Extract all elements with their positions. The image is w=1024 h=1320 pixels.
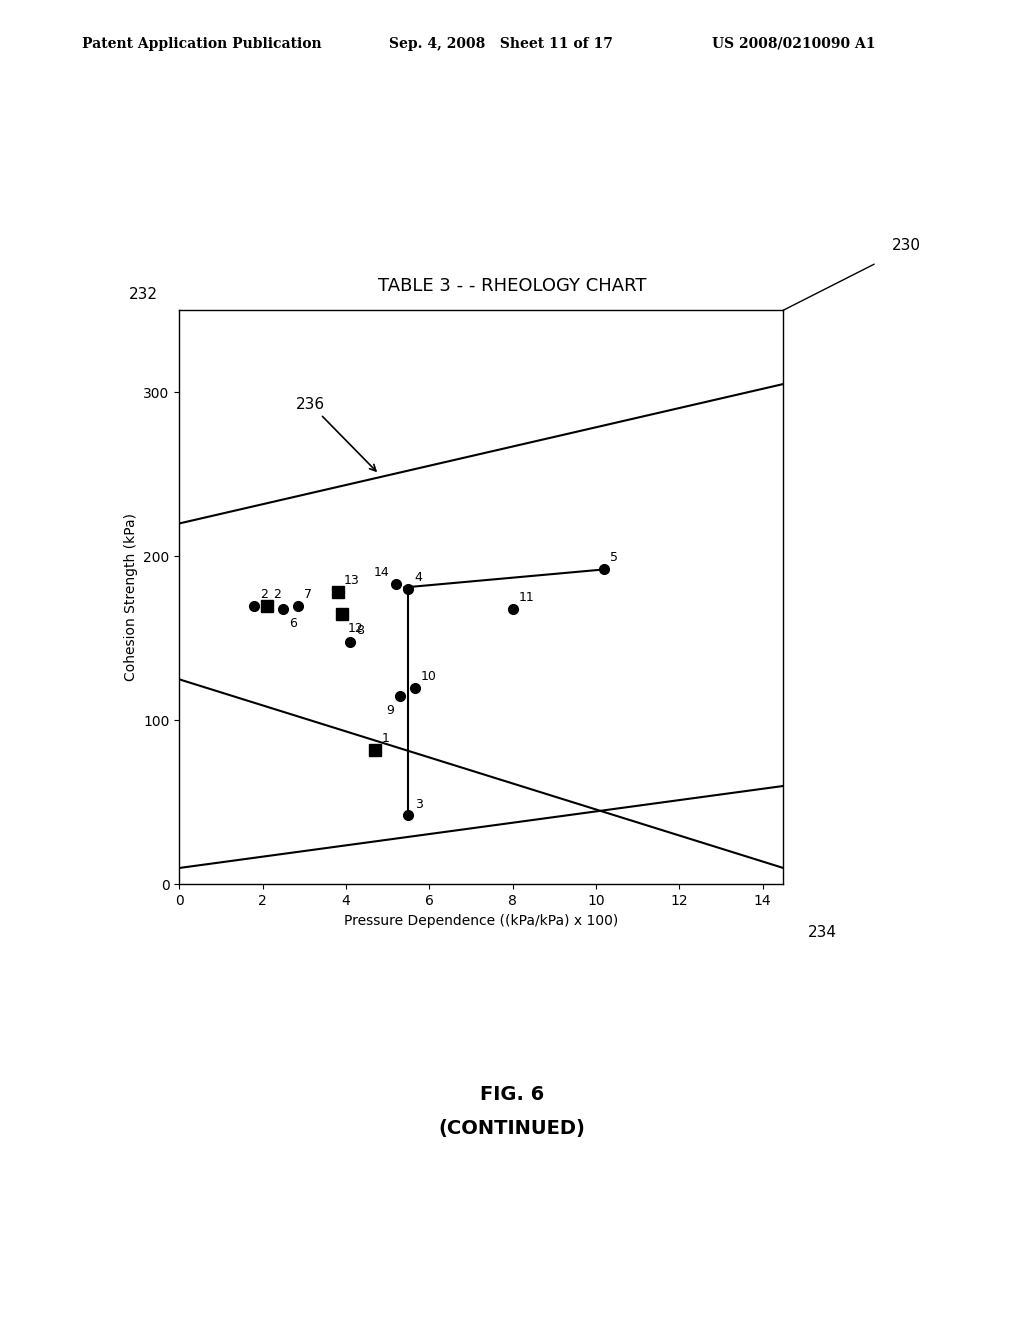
Text: 13: 13 xyxy=(344,574,359,587)
Text: US 2008/0210090 A1: US 2008/0210090 A1 xyxy=(712,37,876,51)
Text: 8: 8 xyxy=(356,623,365,636)
X-axis label: Pressure Dependence ((kPa/kPa) x 100): Pressure Dependence ((kPa/kPa) x 100) xyxy=(344,913,618,928)
Text: 4: 4 xyxy=(415,572,423,585)
Text: 2: 2 xyxy=(273,587,281,601)
Text: 2: 2 xyxy=(260,587,268,601)
Text: 11: 11 xyxy=(519,591,535,603)
Text: TABLE 3 - - RHEOLOGY CHART: TABLE 3 - - RHEOLOGY CHART xyxy=(378,277,646,296)
Text: 5: 5 xyxy=(610,552,618,565)
Text: 232: 232 xyxy=(129,286,159,302)
Text: 1: 1 xyxy=(381,733,389,744)
Text: 9: 9 xyxy=(386,704,394,717)
Text: Patent Application Publication: Patent Application Publication xyxy=(82,37,322,51)
Text: 3: 3 xyxy=(415,797,423,810)
Text: 236: 236 xyxy=(296,396,376,471)
Text: 10: 10 xyxy=(421,669,437,682)
Text: FIG. 6: FIG. 6 xyxy=(480,1085,544,1104)
Text: 7: 7 xyxy=(304,587,312,601)
Text: (CONTINUED): (CONTINUED) xyxy=(438,1119,586,1138)
Text: 12: 12 xyxy=(348,622,364,635)
Text: Sep. 4, 2008   Sheet 11 of 17: Sep. 4, 2008 Sheet 11 of 17 xyxy=(389,37,613,51)
Text: 234: 234 xyxy=(808,924,837,940)
Text: 6: 6 xyxy=(290,618,298,630)
Text: 14: 14 xyxy=(374,566,389,579)
Y-axis label: Cohesion Strength (kPa): Cohesion Strength (kPa) xyxy=(124,513,137,681)
Text: 230: 230 xyxy=(892,238,922,252)
